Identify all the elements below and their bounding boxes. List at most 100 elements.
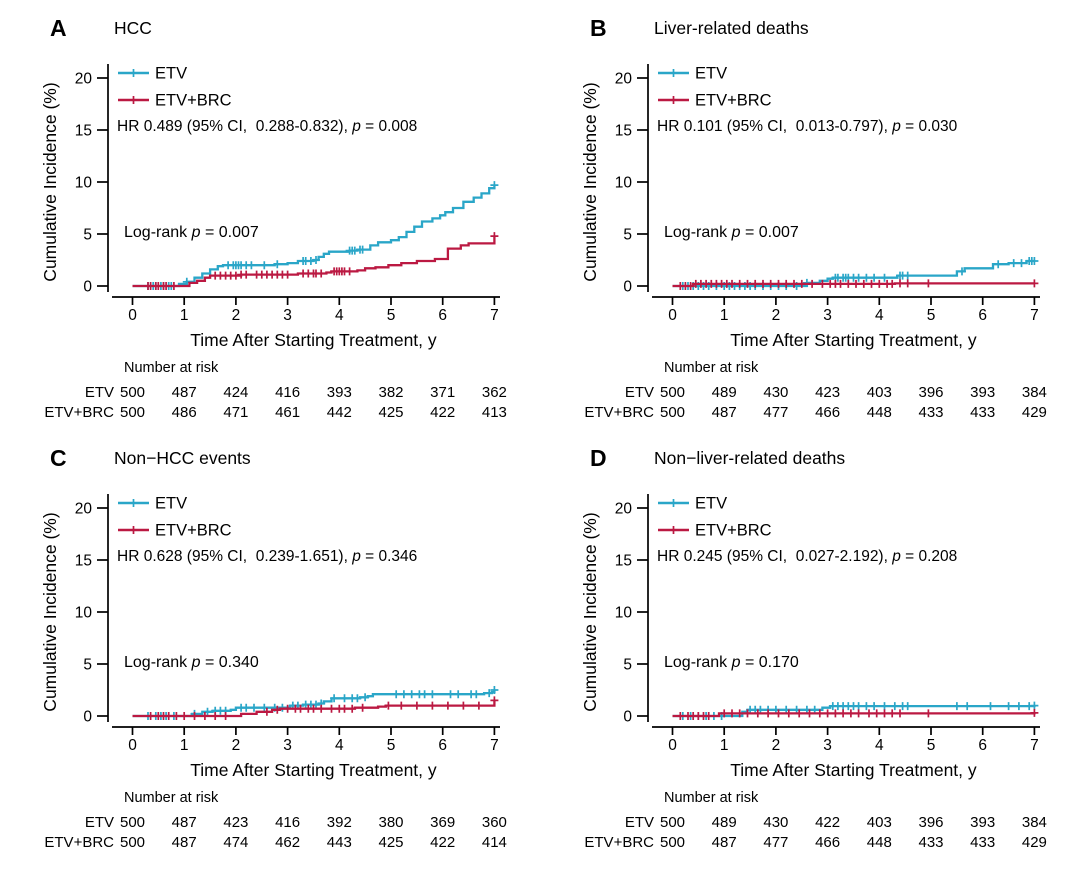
risk-brc-value: 477: [763, 404, 788, 421]
y-axis-title: Cumulative Incidence (%): [580, 82, 600, 281]
y-tick-label: 15: [615, 123, 632, 140]
risk-etv-value: 423: [223, 814, 248, 831]
x-tick-label: 5: [927, 737, 936, 754]
risk-brc-value: 461: [275, 404, 300, 421]
x-tick-label: 6: [978, 737, 987, 754]
risk-etv-value: 396: [918, 384, 943, 401]
y-tick-label: 15: [75, 123, 92, 140]
risk-table-header: Number at risk: [124, 790, 219, 806]
hr-annotation: HR 0.489 (95% CI, 0.288-0.832), p = 0.00…: [117, 118, 417, 135]
x-tick-label: 7: [1030, 307, 1039, 324]
x-tick-label: 0: [668, 307, 677, 324]
risk-etv-value: 423: [815, 384, 840, 401]
risk-brc-value: 486: [172, 404, 197, 421]
x-tick-label: 4: [875, 307, 884, 324]
legend-brc-censor-mark-icon: [669, 96, 678, 104]
x-tick-label: 3: [283, 737, 292, 754]
risk-brc-value: 487: [712, 404, 737, 421]
brc-censor-marks: [146, 696, 499, 720]
risk-etv-value: 416: [275, 384, 300, 401]
y-tick-label: 0: [623, 709, 632, 726]
x-tick-label: 0: [128, 307, 137, 324]
risk-brc-value: 466: [815, 834, 840, 851]
risk-brc-value: 500: [120, 404, 145, 421]
y-tick-label: 10: [75, 605, 93, 622]
brc-curve: [132, 236, 496, 288]
x-tick-label: 0: [128, 737, 137, 754]
x-tick-label: 7: [490, 307, 499, 324]
risk-etv-value: 500: [660, 384, 685, 401]
risk-etv-value: 500: [120, 384, 145, 401]
y-tick-label: 0: [83, 279, 92, 296]
risk-etv-value: 380: [378, 814, 403, 831]
panel-title: Non−HCC events: [114, 448, 251, 468]
x-tick-label: 0: [668, 737, 677, 754]
hr-annotation: HR 0.245 (95% CI, 0.027-2.192), p = 0.20…: [657, 548, 957, 565]
x-tick-label: 2: [232, 737, 241, 754]
risk-brc-value: 471: [223, 404, 248, 421]
legend-etv-censor-mark-icon: [669, 69, 678, 77]
y-tick-label: 15: [75, 553, 92, 570]
panel-title: Liver-related deaths: [654, 18, 809, 38]
risk-etv-value: 489: [712, 814, 737, 831]
panel-letter: A: [50, 15, 67, 41]
x-tick-label: 5: [927, 307, 936, 324]
x-axis-title: Time After Starting Treatment, y: [190, 330, 437, 350]
risk-brc-value: 500: [660, 834, 685, 851]
risk-brc-value: 413: [482, 404, 507, 421]
risk-row-brc-label: ETV+BRC: [44, 834, 114, 851]
risk-table-header: Number at risk: [124, 360, 219, 376]
legend-etv-label: ETV: [695, 495, 727, 513]
y-axis-title: Cumulative Incidence (%): [40, 82, 60, 281]
panel-a-hcc-chart: A HCC 0 5 10 15 20 0 1 2 3 4 5 6 7 Cumulative Incidence…: [40, 15, 507, 421]
risk-brc-value: 442: [327, 404, 352, 421]
x-tick-label: 3: [283, 307, 292, 324]
x-tick-label: 1: [720, 737, 729, 754]
risk-etv-value: 396: [918, 814, 943, 831]
y-axis-title: Cumulative Incidence (%): [40, 512, 60, 711]
risk-etv-value: 393: [327, 384, 352, 401]
x-tick-label: 6: [438, 307, 447, 324]
y-tick-label: 5: [83, 657, 92, 674]
risk-etv-value: 360: [482, 814, 507, 831]
risk-etv-value: 384: [1022, 384, 1047, 401]
x-tick-label: 5: [387, 737, 396, 754]
risk-brc-value: 425: [378, 834, 403, 851]
panel-d-non-liver-related-deaths-chart: D Non−liver-related deaths 0 5 10 15 20 0 1 2 3 4 5 6…: [580, 445, 1047, 851]
risk-brc-value: 429: [1022, 834, 1047, 851]
risk-etv-value: 369: [430, 814, 455, 831]
legend-brc-label: ETV+BRC: [155, 92, 232, 110]
risk-brc-value: 422: [430, 404, 455, 421]
x-tick-label: 4: [875, 737, 884, 754]
y-tick-label: 5: [623, 227, 632, 244]
x-axis-title: Time After Starting Treatment, y: [730, 330, 977, 350]
legend-etv-censor-mark-icon: [669, 499, 678, 507]
panel-title: HCC: [114, 18, 152, 38]
risk-etv-value: 362: [482, 384, 507, 401]
x-tick-label: 6: [438, 737, 447, 754]
risk-brc-value: 433: [918, 404, 943, 421]
y-tick-label: 10: [75, 175, 93, 192]
risk-row-etv-label: ETV: [85, 814, 114, 831]
risk-brc-value: 433: [970, 834, 995, 851]
risk-etv-value: 416: [275, 814, 300, 831]
panel-letter: B: [590, 15, 607, 41]
panel-letter: D: [590, 445, 607, 471]
y-tick-label: 20: [75, 71, 93, 88]
risk-brc-value: 422: [430, 834, 455, 851]
risk-row-etv-label: ETV: [625, 814, 654, 831]
x-tick-label: 7: [1030, 737, 1039, 754]
risk-etv-value: 430: [763, 814, 788, 831]
y-tick-label: 5: [623, 657, 632, 674]
panel-c-non-hcc-events-chart: C Non−HCC events 0 5 10 15 20 0 1 2 3 4 5 6 7 Cumulativ…: [40, 445, 507, 851]
risk-etv-value: 393: [970, 814, 995, 831]
y-tick-label: 20: [75, 501, 93, 518]
x-tick-label: 4: [335, 737, 344, 754]
risk-brc-value: 448: [867, 404, 892, 421]
x-tick-label: 2: [232, 307, 241, 324]
legend-etv-censor-mark-icon: [129, 69, 138, 77]
brc-censor-marks: [676, 279, 1039, 290]
x-tick-label: 4: [335, 307, 344, 324]
legend-etv-censor-mark-icon: [129, 499, 138, 507]
x-tick-label: 1: [720, 307, 729, 324]
